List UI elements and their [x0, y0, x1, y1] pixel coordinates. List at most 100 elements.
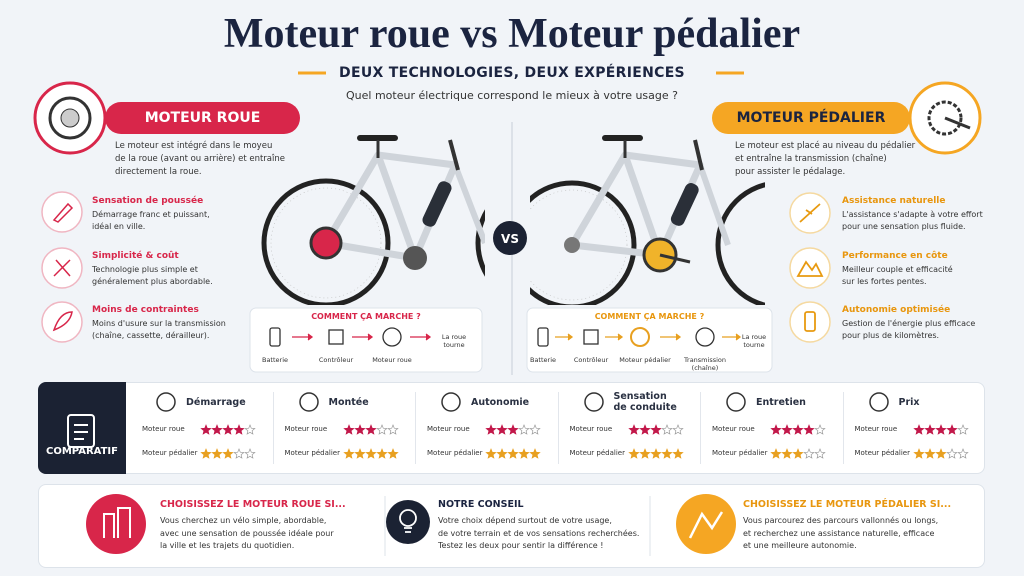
- icon-crank: [927, 100, 963, 136]
- row-label: Moteur roue: [427, 425, 470, 433]
- arrow: [722, 333, 742, 341]
- rating: [200, 424, 256, 435]
- step: La roue tourne: [441, 333, 467, 349]
- row-label: Moteur roue: [854, 425, 898, 433]
- star: [386, 448, 399, 459]
- star: [375, 448, 388, 459]
- star: [814, 448, 826, 459]
- bike-left: [261, 135, 485, 305]
- icon-hub: [48, 96, 92, 140]
- rating: [770, 448, 826, 459]
- description: Le moteur est intégré dans le moyeu de l…: [115, 141, 285, 177]
- star: [485, 424, 497, 435]
- tools: [53, 259, 71, 277]
- column-divider: [557, 392, 559, 464]
- star: [386, 424, 399, 435]
- star: [375, 424, 388, 435]
- star: [496, 424, 508, 435]
- criterion-name: Autonomie: [471, 397, 530, 408]
- row-label: Moteur roue: [142, 425, 185, 433]
- footer-icons: [86, 494, 736, 556]
- star: [671, 448, 684, 459]
- how-title: COMMENT ÇA MARCHE ?: [594, 312, 705, 321]
- column-divider: [415, 392, 416, 464]
- rocket: [52, 202, 74, 223]
- icon-shape: [583, 392, 604, 412]
- star: [200, 424, 212, 435]
- row-label: Moteur pédalier: [427, 449, 483, 457]
- comparison-label-box: COMPARATIF: [38, 382, 126, 474]
- footer-text: Votre choix dépend surtout de votre usag…: [438, 516, 640, 550]
- step: Batterie: [529, 356, 557, 364]
- rating: [627, 448, 684, 459]
- rating: [485, 424, 541, 435]
- row-label: Moteur roue: [569, 425, 613, 433]
- criterion-name: Démarrage: [186, 397, 246, 408]
- footer-title: CHOISISSEZ LE MOTEUR PÉDALIER SI...: [743, 499, 952, 510]
- arrow: [555, 333, 574, 341]
- feature-title: Sensation de poussée: [92, 196, 204, 206]
- criterion-name: Montée: [328, 397, 369, 408]
- star: [244, 424, 256, 435]
- feature-text: Gestion de l'énergie plus efficace pour …: [842, 319, 976, 340]
- crank-icon: [630, 327, 650, 347]
- icon-shape: [298, 392, 319, 412]
- column-divider: [272, 392, 274, 464]
- comparison-label: COMPARATIF: [46, 446, 118, 457]
- icon-shape: [868, 392, 889, 412]
- star: [244, 448, 256, 459]
- row-label: Moteur roue: [284, 425, 328, 433]
- star: [956, 448, 969, 459]
- rating: [342, 448, 399, 459]
- row-label: Moteur pédalier: [284, 449, 340, 457]
- criterion-name: Entretien: [756, 397, 806, 408]
- row-label: Moteur pédalier: [854, 449, 910, 457]
- arrow: [605, 333, 624, 341]
- feature-title: Performance en côte: [842, 251, 948, 261]
- footer-title: NOTRE CONSEIL: [438, 499, 524, 510]
- step: Transmission (chaîne): [684, 356, 726, 372]
- step: Moteur roue: [372, 356, 412, 364]
- step: Contrôleur: [318, 356, 354, 364]
- battery: [804, 311, 816, 332]
- subtitle: DEUX TECHNOLOGIES, DEUX EXPÉRIENCES: [339, 65, 685, 81]
- star: [934, 448, 947, 459]
- star: [200, 448, 212, 459]
- star: [627, 448, 640, 459]
- how-title: COMMENT ÇA MARCHE ?: [311, 312, 421, 321]
- feature-text: Moins d'usure sur la transmission (chaîn…: [92, 319, 226, 340]
- badge: MOTEUR PÉDALIER: [712, 102, 910, 134]
- vs-label: VS: [501, 232, 519, 246]
- criterion-icon: [298, 392, 319, 412]
- rating: [200, 448, 256, 459]
- bulb-icon: [386, 500, 430, 544]
- star: [211, 448, 223, 459]
- criterion-icon: [441, 392, 461, 412]
- chip-icon: [583, 329, 599, 345]
- feature-icon: [789, 301, 831, 343]
- arrow: [352, 333, 374, 341]
- bike-right: [530, 135, 765, 305]
- star: [945, 448, 958, 459]
- vs-badge: [493, 221, 527, 255]
- star: [803, 448, 815, 459]
- criterion-icon: [156, 392, 176, 412]
- star: [803, 424, 815, 435]
- star: [507, 424, 519, 435]
- row-label: Moteur pédalier: [712, 449, 768, 457]
- battery-icon: [269, 327, 281, 347]
- icon-hub: [60, 108, 80, 128]
- criterion-icon: [583, 392, 604, 412]
- description: Le moteur est placé au niveau du pédalie…: [735, 141, 916, 177]
- icon-shape: [441, 392, 461, 412]
- feature-text: Démarrage franc et puissant, idéal en vi…: [92, 210, 210, 231]
- step: Contrôleur: [573, 356, 609, 364]
- star: [934, 424, 947, 435]
- star: [781, 448, 793, 459]
- star: [671, 424, 684, 435]
- star: [660, 424, 673, 435]
- feature-text: Meilleur couple et efficacité sur les fo…: [842, 265, 953, 286]
- feature-text: L'assistance s'adapte à votre effort pou…: [842, 210, 983, 231]
- arrow: [660, 333, 682, 341]
